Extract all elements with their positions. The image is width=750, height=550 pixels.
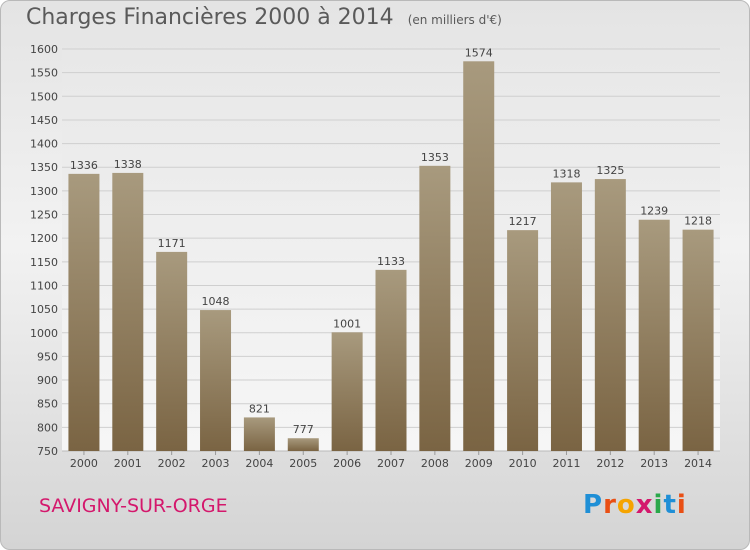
logo-letter: o [616, 490, 636, 520]
x-tick-label: 2007 [377, 457, 405, 470]
x-axis: 2000 2001 2002 2003 2004 2005 2006 2007 2008 2009… [70, 451, 712, 470]
bar-2007 [375, 269, 407, 451]
bar-2005 [287, 438, 319, 451]
x-tick-label: 2002 [158, 457, 186, 470]
y-tick-label: 1150 [30, 256, 58, 269]
x-tick-label: 2011 [552, 457, 580, 470]
logo-letter: i [676, 490, 687, 520]
y-tick-label: 1300 [30, 185, 58, 198]
bar-2000 [68, 173, 100, 451]
bar-2004 [243, 417, 275, 451]
x-tick-label: 2008 [421, 457, 449, 470]
x-tick-label: 2014 [684, 457, 712, 470]
data-label-2012: 1325 [596, 164, 624, 177]
bar-2010 [507, 230, 539, 451]
bar-2009 [463, 61, 495, 451]
x-tick-label: 2000 [70, 457, 98, 470]
x-tick-label: 2012 [596, 457, 624, 470]
y-tick-label: 850 [37, 398, 58, 411]
data-label-2009: 1574 [465, 46, 493, 59]
y-tick-label: 1600 [30, 43, 58, 56]
data-label-2007: 1133 [377, 255, 405, 268]
logo-letter: x [635, 490, 654, 520]
y-tick-label: 1000 [30, 327, 58, 340]
chart-subtitle: (en milliers d'€) [407, 13, 502, 27]
bar-2008 [419, 165, 451, 451]
y-tick-label: 1500 [30, 90, 58, 103]
data-labels: 1336 1338 1171 1048 821 777 1001 1133 1353 1574 12… [70, 46, 712, 436]
y-axis: 750 800 850 900 950 1000 1050 1100 1150 1200 1250 1… [30, 43, 58, 458]
x-tick-label: 2013 [640, 457, 668, 470]
y-tick-label: 800 [37, 421, 58, 434]
data-label-2010: 1217 [509, 215, 537, 228]
logo-letter: i [653, 490, 664, 520]
data-label-2013: 1239 [640, 205, 668, 218]
data-label-2005: 777 [293, 423, 314, 436]
data-label-2001: 1338 [114, 158, 142, 171]
data-label-2004: 821 [249, 402, 270, 415]
data-label-2002: 1171 [158, 237, 186, 250]
title-row: Charges Financières 2000 à 2014 (en milli… [26, 5, 502, 30]
y-tick-label: 1100 [30, 279, 58, 292]
bar-2006 [331, 332, 363, 451]
x-tick-label: 2006 [333, 457, 361, 470]
y-tick-label: 900 [37, 374, 58, 387]
bar-2012 [594, 179, 626, 451]
x-tick-label: 2010 [509, 457, 537, 470]
bar-2003 [200, 310, 232, 451]
y-tick-label: 750 [37, 445, 58, 458]
place-name: SAVIGNY-SUR-ORGE [39, 495, 228, 517]
logo-letter: P [583, 490, 604, 520]
proxiti-logo: Proxiti [583, 490, 687, 520]
logo-letter: t [663, 490, 677, 520]
data-label-2000: 1336 [70, 159, 98, 172]
x-tick-label: 2003 [202, 457, 230, 470]
x-tick-label: 2001 [114, 457, 142, 470]
y-tick-label: 1400 [30, 138, 58, 151]
x-tick-label: 2009 [465, 457, 493, 470]
data-label-2006: 1001 [333, 317, 361, 330]
logo-letter: r [603, 490, 617, 520]
bar-2013 [638, 219, 670, 451]
data-label-2008: 1353 [421, 151, 449, 164]
y-tick-label: 1200 [30, 232, 58, 245]
bar-2014 [682, 229, 714, 451]
chart-title: Charges Financières 2000 à 2014 [26, 5, 394, 30]
y-tick-label: 1550 [30, 67, 58, 80]
bar-2011 [550, 182, 582, 451]
bar-2001 [112, 172, 144, 451]
y-tick-label: 1250 [30, 209, 58, 222]
data-label-2014: 1218 [684, 215, 712, 228]
y-tick-label: 1450 [30, 114, 58, 127]
x-tick-label: 2005 [289, 457, 317, 470]
data-label-2003: 1048 [202, 295, 230, 308]
bar-2002 [156, 251, 188, 451]
y-tick-label: 950 [37, 350, 58, 363]
y-tick-label: 1350 [30, 161, 58, 174]
y-tick-label: 1050 [30, 303, 58, 316]
data-label-2011: 1318 [552, 167, 580, 180]
bars [68, 61, 714, 451]
x-tick-label: 2004 [245, 457, 273, 470]
